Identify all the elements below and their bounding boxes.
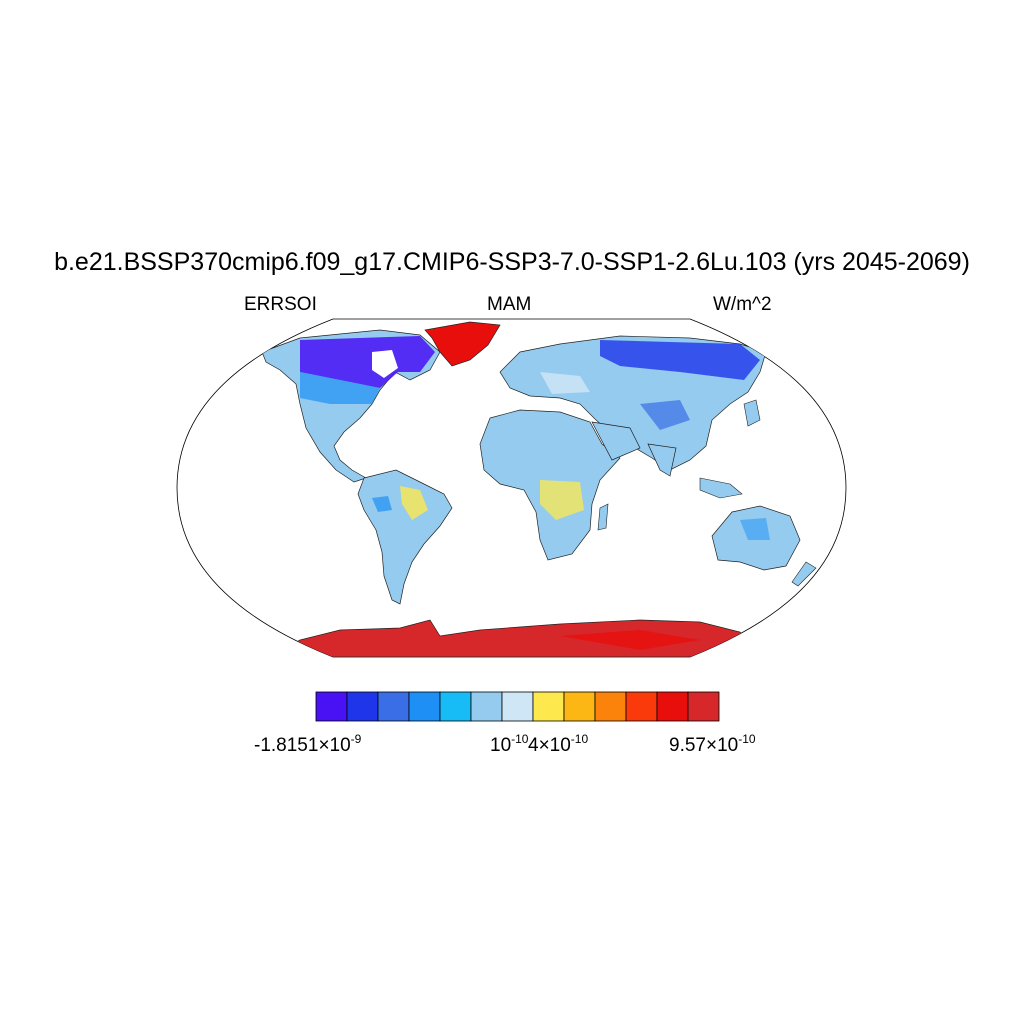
colorbar-swatch [625, 691, 658, 722]
colorbar-tick-label: -1.8151×10-9 [254, 732, 362, 756]
colorbar-swatch [594, 691, 627, 722]
colorbar [315, 691, 720, 722]
colorbar-swatch [377, 691, 410, 722]
colorbar-swatch [532, 691, 565, 722]
units-label: W/m^2 [713, 294, 772, 315]
colorbar-tick-label: 4×10-10 [528, 732, 589, 756]
season-label: MAM [487, 294, 532, 315]
colorbar-tick-label: 9.57×10-10 [669, 732, 756, 756]
colorbar-swatch [315, 691, 348, 722]
colorbar-swatch [687, 691, 720, 722]
colorbar-tick-label: 10-10 [490, 732, 529, 756]
colorbar-swatch [346, 691, 379, 722]
land-areas [261, 321, 817, 657]
colorbar-swatch [656, 691, 689, 722]
plot-title: b.e21.BSSP370cmip6.f09_g17.CMIP6-SSP3-7.… [54, 248, 970, 276]
hudson-bay [372, 350, 398, 378]
colorbar-swatch [439, 691, 472, 722]
variable-label: ERRSOI [244, 294, 317, 315]
greenland [424, 321, 501, 367]
colorbar-swatch [408, 691, 441, 722]
canada-band [300, 336, 435, 388]
colorbar-swatch [563, 691, 596, 722]
colorbar-swatch [501, 691, 534, 722]
colorbar-swatch [470, 691, 503, 722]
